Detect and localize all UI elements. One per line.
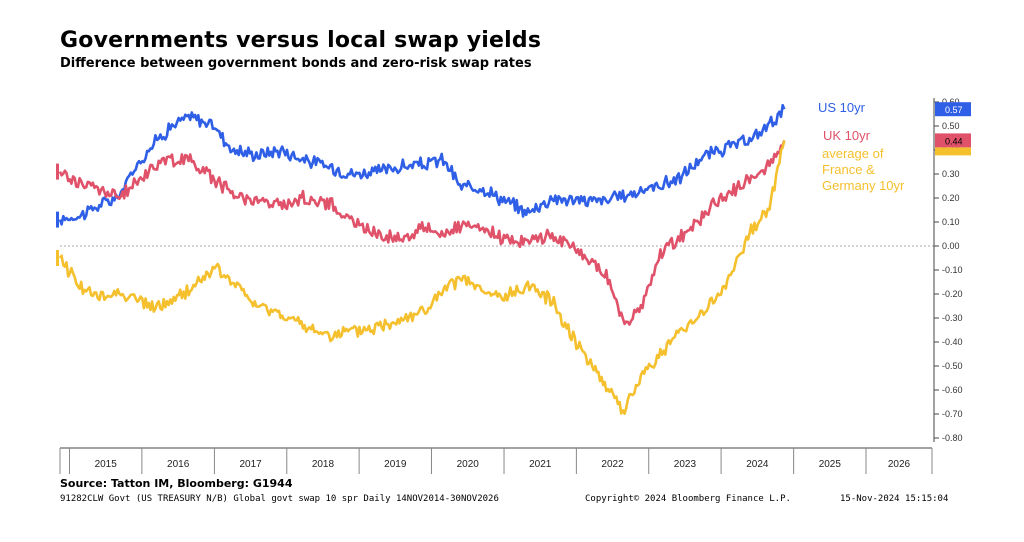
x-tick-label: 2024 — [746, 459, 769, 470]
us-last-value-text: 0.57 — [945, 105, 963, 115]
x-tick-label: 2018 — [312, 459, 335, 470]
x-tick-label: 2025 — [819, 459, 842, 470]
y-tick-label: 0.50 — [942, 121, 960, 131]
footer-ticker: 91282CLW Govt (US TREASURY N/B) Global g… — [60, 494, 499, 504]
legend-eu-label: average of — [822, 146, 884, 161]
legend-uk-label: UK 10yr — [823, 128, 871, 143]
series-line — [58, 103, 786, 226]
uk-last-value-badge — [935, 133, 971, 148]
us-last-value-badge — [935, 102, 971, 117]
series-group — [56, 103, 786, 415]
y-tick-label: -0.70 — [942, 409, 963, 419]
x-tick-label: 2021 — [529, 459, 552, 470]
y-tick-label: 0.10 — [942, 217, 960, 227]
y-tick-label: -0.40 — [942, 337, 963, 347]
x-tick-label: 2015 — [95, 459, 118, 470]
series-start-marker — [56, 211, 59, 228]
y-tick-label: -0.60 — [942, 385, 963, 395]
y-tick-label: -0.80 — [942, 433, 963, 443]
x-tick-label: 2020 — [457, 459, 480, 470]
x-tick-label: 2017 — [239, 459, 262, 470]
footer-copyright: Copyright© 2024 Bloomberg Finance L.P. — [585, 494, 791, 504]
x-tick-label: 2026 — [888, 459, 911, 470]
x-tick-label: 2023 — [674, 459, 697, 470]
y-tick-label: -0.20 — [942, 289, 963, 299]
y-tick-label: 0.60 — [942, 97, 960, 107]
x-tick-label: 2016 — [167, 459, 190, 470]
y-tick-label: 0.20 — [942, 193, 960, 203]
series-line — [58, 140, 786, 326]
y-tick-label: -0.30 — [942, 313, 963, 323]
chart-title: Governments versus local swap yields — [60, 28, 542, 53]
series-start-marker — [56, 250, 59, 266]
x-axis-spacer — [60, 448, 932, 476]
x-tick-label: 2019 — [384, 459, 407, 470]
eu-last-value-badge — [935, 147, 971, 156]
y-tick-label: -0.50 — [942, 361, 963, 371]
source-note: Source: Tatton IM, Bloomberg: G1944 — [60, 477, 293, 490]
series-line — [58, 140, 786, 415]
chart-subtitle: Difference between government bonds and … — [60, 56, 532, 71]
series-start-marker — [56, 163, 59, 180]
y-tick-label: 0.00 — [942, 241, 960, 251]
legend-eu-label: France & — [822, 162, 875, 177]
legend-eu-label: Germany 10yr — [822, 178, 905, 193]
uk-last-value-text: 0.44 — [945, 136, 963, 146]
legend-us-label: US 10yr — [818, 100, 866, 115]
footer-timestamp: 15-Nov-2024 15:15:04 — [840, 494, 949, 504]
x-tick-label: 2022 — [601, 459, 624, 470]
y-tick-label: 0.30 — [942, 169, 960, 179]
x-axis: 2015 2016 2017 2018 2019 2020 2021 2022 2023 2024… — [59, 447, 933, 476]
y-tick-label: -0.10 — [942, 265, 963, 275]
